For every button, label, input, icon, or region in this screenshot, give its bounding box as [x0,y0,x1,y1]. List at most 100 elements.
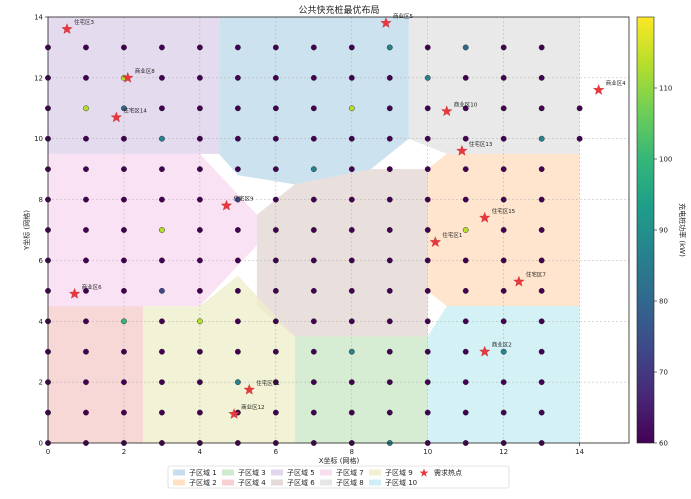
charger-point [310,257,317,264]
charger-point [83,196,89,203]
hotspot-label: 商业区4 [606,79,627,87]
charger-point [83,348,89,355]
charger-point [538,44,545,51]
legend-label: 子区域 3 [238,468,266,477]
charger-point [348,318,355,325]
charger-point [83,74,89,81]
charger-point [159,227,165,233]
hotspot-label: 住宅区3 [74,18,95,26]
charger-point-layer [45,44,583,446]
y-tick-label: 0 [39,440,43,448]
hotspot-star [479,345,491,357]
charger-point [500,287,507,294]
legend-swatch [369,469,381,476]
charger-point [272,227,279,233]
x-tick-label: 12 [499,448,508,456]
charger-point [121,105,127,112]
charger-point [348,379,355,386]
charger-point [386,105,393,112]
charger-point [538,348,545,355]
charger-point [83,257,89,264]
hotspot-label: 商业区5 [393,12,414,20]
charger-point [159,409,165,416]
charger-point [538,196,545,203]
y-tick-label: 2 [39,379,43,387]
hotspot-label: 商业区2 [492,341,512,349]
charger-point [234,227,241,233]
charger-point [462,287,469,294]
charger-point [348,196,355,203]
charger-point [500,74,507,81]
subregion-9 [142,275,295,443]
charger-point [500,379,507,386]
charger-point [159,135,165,142]
legend-label: 子区域 8 [336,478,364,487]
charger-point [424,74,431,81]
legend-swatch [271,479,283,486]
hotspot-label: 住宅区7 [526,271,547,279]
legend-swatch [222,479,234,486]
charger-point [462,196,469,203]
subregion-7 [48,153,257,307]
hotspot-star [110,111,123,123]
charger-point [538,227,545,233]
legend-label: 子区域 6 [287,478,315,487]
charger-point [500,196,507,203]
charger-point [424,166,431,173]
charger-point [159,105,165,112]
charger-point [234,166,241,173]
x-axis-label: X坐标 (网格) [319,456,360,465]
charger-point [234,74,241,81]
hotspot-label: 住宅区14 [123,106,147,114]
colorbar-bar [636,16,655,444]
charger-point [386,287,393,294]
charger-point [538,105,545,112]
charger-point [121,227,127,233]
charger-point [159,44,165,51]
hotspot-layer: 住宅区3 商业区5 商业区8 商业区10 住宅区14 住宅区13 商业区4 住宅区9 住宅区15… [61,12,627,419]
colorbar: 60 70 80 90 100 110 充电桩功率 (kW) [636,16,687,448]
charger-point [462,257,469,264]
charger-point [272,166,279,173]
charger-point [272,257,279,264]
charger-point [424,257,431,264]
charger-point [500,227,507,233]
x-tick-label: 14 [575,448,584,456]
charger-point [310,227,317,233]
charger-point [83,287,89,294]
charger-point [348,348,355,355]
charger-point [424,135,431,142]
charger-point [234,379,241,386]
subregion-1 [218,17,409,185]
charger-point [424,318,431,325]
charger-point [386,44,393,51]
charger-point [121,318,127,325]
charger-point [83,379,89,386]
charger-point [500,44,507,51]
charger-point [83,409,89,416]
hotspot-label: 住宅区11 [256,379,280,387]
charger-point [121,135,127,142]
charger-point [348,227,355,233]
legend-star-icon [419,468,429,477]
charger-point [83,44,89,51]
charger-point [196,379,203,386]
charger-point [159,196,165,203]
legend-swatch [173,479,185,486]
charger-point [538,166,545,173]
subregion-layer [48,17,580,443]
charger-point [196,196,203,203]
subregion-8 [408,17,580,154]
charger-point [538,409,545,416]
charger-point [272,135,279,142]
charger-point [462,318,469,325]
charger-point [272,379,279,386]
legend-swatch [222,469,234,476]
charger-point [348,166,355,173]
x-tick-label: 6 [274,448,279,456]
hotspot-label: 商业区6 [82,283,103,291]
subregion-5 [48,17,219,154]
hotspot-star [429,236,442,247]
charger-point [234,287,241,294]
